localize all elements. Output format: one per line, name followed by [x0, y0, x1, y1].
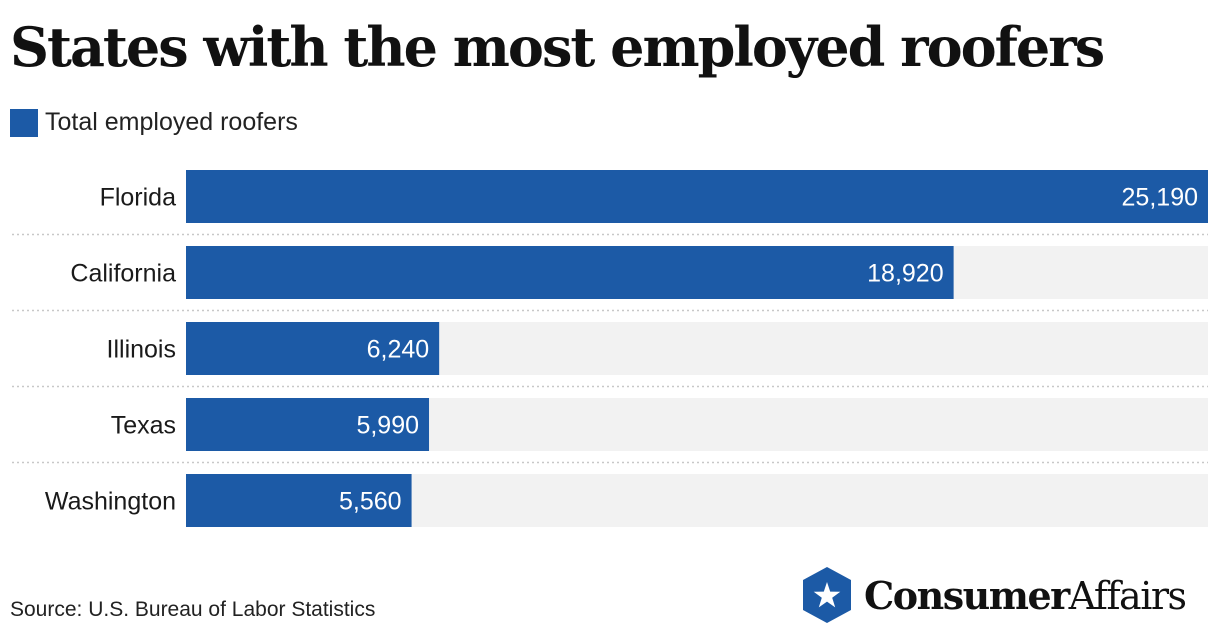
brand-light-text: Affairs — [1068, 573, 1187, 618]
data-label: 6,240 — [367, 336, 430, 364]
legend-label: Total employed roofers — [45, 108, 298, 136]
bar-chart: Florida 25,190 California 18,920 Illinois 6,2… — [12, 170, 1208, 527]
brand-logo: ConsumerAffairs — [800, 565, 1187, 625]
brand-bold-text: Consumer — [864, 572, 1070, 618]
legend-swatch — [10, 108, 38, 137]
bar — [186, 170, 1208, 223]
data-label: 5,990 — [356, 412, 419, 440]
source-note: Source: U.S. Bureau of Labor Statistics — [10, 598, 376, 621]
legend: Total employed roofers — [10, 108, 298, 137]
data-label: 5,560 — [339, 488, 402, 516]
category-label: Washington — [45, 488, 176, 516]
data-label: 18,920 — [867, 260, 943, 288]
data-label: 25,190 — [1122, 184, 1198, 212]
star-shield-icon — [803, 567, 851, 623]
category-label: Texas — [111, 412, 176, 440]
category-label: Illinois — [107, 336, 176, 364]
brand-wordmark: ConsumerAffairs — [864, 572, 1187, 618]
category-label: California — [70, 260, 176, 288]
category-label: Florida — [100, 184, 177, 212]
bar — [186, 398, 430, 451]
bar — [186, 474, 412, 527]
bar — [186, 246, 954, 299]
bar — [186, 322, 440, 375]
chart-title: States with the most employed roofers — [10, 15, 1105, 79]
